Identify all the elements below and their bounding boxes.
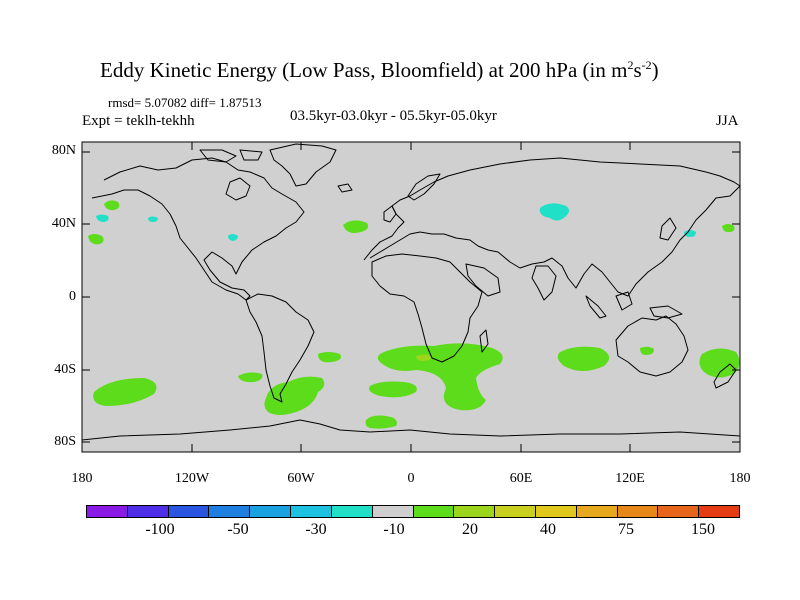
- coastline-new-guinea: [649, 305, 683, 319]
- title-sup-1: 2: [627, 58, 634, 72]
- anomaly-region: [377, 343, 503, 411]
- coastline-hudson-bay: [225, 177, 251, 201]
- anomaly-region-high: [416, 354, 432, 361]
- positive-anomaly-regions: [88, 200, 740, 429]
- colorbar: [86, 505, 740, 518]
- title-text: Eddy Kinetic Energy (Low Pass, Bloomfiel…: [100, 58, 628, 82]
- coastline-south-america: [245, 293, 315, 403]
- lon-label-180e: 180: [729, 471, 751, 486]
- anomaly-region: [684, 230, 696, 237]
- experiment-label: Expt = teklh-tekhh: [82, 113, 195, 129]
- lon-label-0: 0: [407, 471, 415, 486]
- coastline-sumatra: [585, 295, 607, 319]
- coastline-british-isles: [383, 205, 397, 223]
- anomaly-region: [557, 346, 610, 371]
- title-close: ): [651, 58, 659, 82]
- lon-label-60w: 60W: [287, 471, 315, 486]
- coastline-north-america: [91, 157, 305, 301]
- colorbar-box: [617, 506, 659, 517]
- period-label: 03.5kyr-03.0kyr - 05.5kyr-05.0kyr: [290, 108, 497, 124]
- lon-label-120e: 120E: [615, 471, 645, 486]
- anomaly-region: [365, 415, 397, 429]
- season-label: JJA: [716, 113, 739, 129]
- coastline-africa: [371, 253, 483, 363]
- anomaly-region: [318, 352, 341, 363]
- colorbar-label: 75: [618, 521, 634, 538]
- coastline-new-zealand: [713, 363, 737, 389]
- colorbar-label: -100: [145, 521, 175, 538]
- coastline-iceland: [337, 183, 353, 193]
- lat-label-40s: 40S: [54, 362, 76, 377]
- coastline-arctic-islands: [199, 149, 263, 163]
- lat-label-80n: 80N: [51, 143, 76, 158]
- anomaly-region: [88, 234, 104, 245]
- colorbar-box: [699, 506, 739, 517]
- title-sup-2: -2: [641, 58, 652, 72]
- colorbar-label: -30: [305, 521, 327, 538]
- coastline-antarctica: [81, 419, 741, 441]
- anomaly-region: [699, 348, 740, 378]
- title-unit-s: s: [633, 58, 642, 82]
- colorbar-box: [372, 506, 414, 517]
- anomaly-region: [96, 214, 109, 222]
- colorbar-box: [127, 506, 169, 517]
- coastline-india: [531, 265, 557, 301]
- colorbar-label: 20: [462, 521, 478, 538]
- anomaly-region: [228, 234, 238, 241]
- colorbar-box: [209, 506, 251, 517]
- colorbar-box: [331, 506, 373, 517]
- colorbar-box: [168, 506, 210, 517]
- coastline-madagascar: [479, 329, 489, 353]
- colorbar-box: [576, 506, 618, 517]
- plot-title: Eddy Kinetic Energy (Low Pass, Bloomfiel…: [100, 58, 659, 83]
- map-background: [82, 142, 740, 452]
- axis-ticks: [82, 142, 740, 452]
- colorbar-box: [87, 506, 128, 517]
- anomaly-region: [369, 381, 417, 398]
- colorbar-label: -10: [383, 521, 405, 538]
- lat-label-40n: 40N: [51, 216, 76, 231]
- lon-label-60e: 60E: [509, 471, 533, 486]
- coastlines: [81, 143, 741, 441]
- stats-text: rmsd= 5.07082 diff= 1.87513: [108, 95, 262, 110]
- anomaly-region: [148, 216, 158, 222]
- coastline-scandinavia: [407, 173, 441, 201]
- coastline-arabia: [465, 263, 501, 297]
- anomaly-region: [539, 203, 569, 221]
- anomaly-region: [104, 200, 120, 211]
- colorbar-box: [250, 506, 292, 517]
- anomaly-region: [264, 376, 325, 415]
- coastline-australia: [615, 315, 689, 377]
- colorbar-box: [658, 506, 700, 517]
- colorbar-box: [413, 506, 455, 517]
- colorbar-box: [291, 506, 332, 517]
- colorbar-box: [454, 506, 496, 517]
- anomaly-region: [93, 378, 157, 406]
- lon-label-120w: 120W: [174, 471, 210, 486]
- lon-label-180w: 180: [71, 471, 93, 486]
- coastline-borneo: [615, 291, 633, 311]
- negative-anomaly-regions: [96, 203, 696, 241]
- coastline-greenland: [269, 143, 337, 187]
- coastline-eurasia: [363, 157, 741, 297]
- colorbar-box: [495, 506, 536, 517]
- anomaly-region: [343, 220, 369, 234]
- anomaly-region: [722, 224, 735, 233]
- lat-label-0: 0: [69, 289, 76, 304]
- colorbar-label: 150: [691, 521, 715, 538]
- colorbar-box: [535, 506, 577, 517]
- anomaly-region: [238, 372, 263, 383]
- colorbar-label: -50: [227, 521, 249, 538]
- colorbar-label: 40: [540, 521, 556, 538]
- anomaly-region: [640, 346, 654, 355]
- lat-label-80s: 80S: [54, 434, 76, 449]
- coastline-japan: [659, 217, 677, 241]
